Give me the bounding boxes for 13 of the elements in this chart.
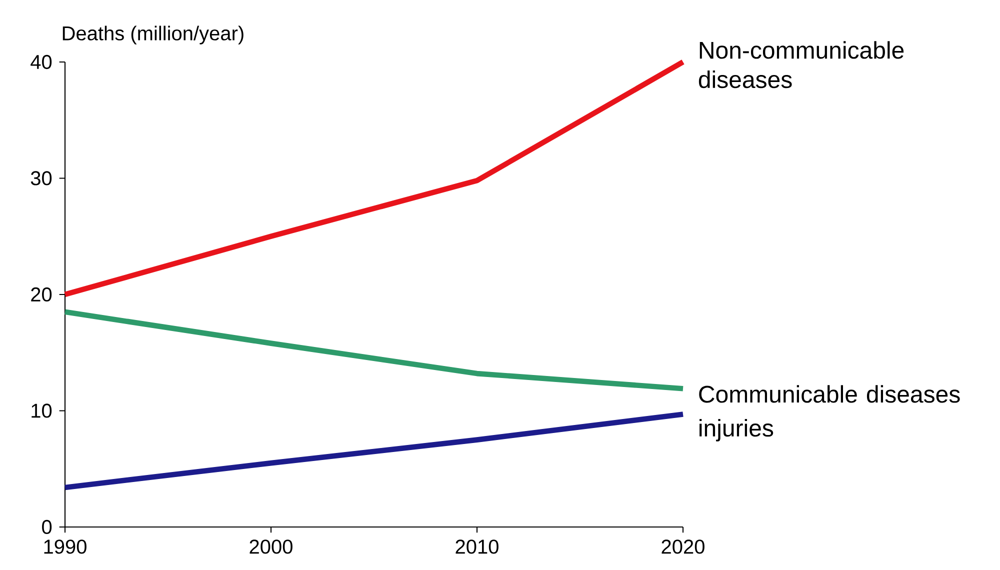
x-tick-label: 2000 xyxy=(250,540,292,554)
y-tick-label: 20 xyxy=(31,287,52,302)
y-axis-title: Deaths (million/year) xyxy=(62,26,244,44)
series-label: Non-communicable diseases xyxy=(698,41,904,88)
y-tick-label: 30 xyxy=(30,171,52,186)
y-tick-label: 0 xyxy=(42,520,52,534)
x-tick-label: 2010 xyxy=(456,540,498,554)
series-label: Communicable diseases xyxy=(699,385,960,403)
series-label: injuries xyxy=(700,419,774,442)
x-tick-label: 1990 xyxy=(44,540,86,554)
x-tick-label: 2020 xyxy=(662,540,704,554)
y-tick-label: 40 xyxy=(30,54,52,70)
y-tick-label: 10 xyxy=(32,404,52,418)
